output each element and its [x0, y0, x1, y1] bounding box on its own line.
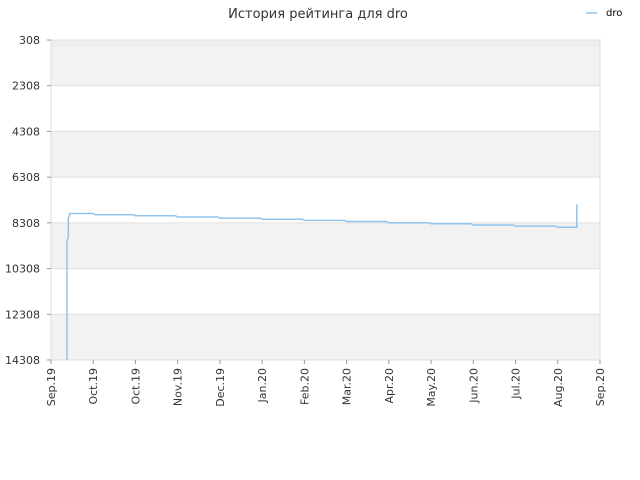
x-tick-label: May.20 [425, 368, 438, 407]
x-tick-label: Jul.20 [510, 368, 523, 400]
grid-band [51, 314, 600, 360]
y-tick-label: 308 [19, 34, 40, 47]
grid-band-top [51, 40, 600, 47]
y-tick-label: 10308 [5, 263, 40, 276]
grid-band [51, 222, 600, 269]
y-axis: 308 2308 4308 6308 8308 10308 12308 14308 [5, 34, 51, 367]
legend: dro [586, 8, 622, 19]
y-tick-label: 4308 [12, 125, 40, 138]
x-tick-label: Jun.20 [467, 368, 480, 404]
grid-band [51, 40, 600, 86]
plot-area [50, 39, 601, 361]
grid-band [51, 131, 600, 178]
gridlines [51, 39, 600, 361]
x-tick-label: Oct.19 [129, 368, 142, 405]
x-tick-label: Sep.20 [594, 368, 607, 406]
x-tick-label: Mar.20 [341, 368, 354, 405]
y-tick-label: 12308 [5, 308, 40, 321]
series-line-dro [66, 204, 578, 360]
y-tick-label: 6308 [12, 171, 40, 184]
x-tick-label: Feb.20 [298, 368, 311, 405]
x-tick-label: Nov.19 [172, 368, 185, 406]
x-tick-label: Oct.19 [87, 368, 100, 405]
x-tick-label: Jan.20 [256, 368, 269, 403]
y-tick-label: 14308 [5, 354, 40, 367]
chart-title: История рейтинга для dro [228, 7, 408, 22]
x-axis: Sep.19 Oct.19 Oct.19 Nov.19 Dec.19 Jan.20 Feb.… [45, 360, 607, 407]
series-layer [66, 204, 578, 360]
y-tick-label: 2308 [12, 80, 40, 93]
legend-label-dro: dro [606, 8, 622, 19]
x-tick-label: Dec.19 [214, 368, 227, 407]
x-tick-label: Aug.20 [552, 368, 565, 407]
y-tick-label: 8308 [12, 217, 40, 230]
x-tick-label: Sep.19 [45, 368, 58, 406]
x-tick-label: Apr.20 [383, 368, 396, 404]
grid-bands [51, 40, 600, 360]
